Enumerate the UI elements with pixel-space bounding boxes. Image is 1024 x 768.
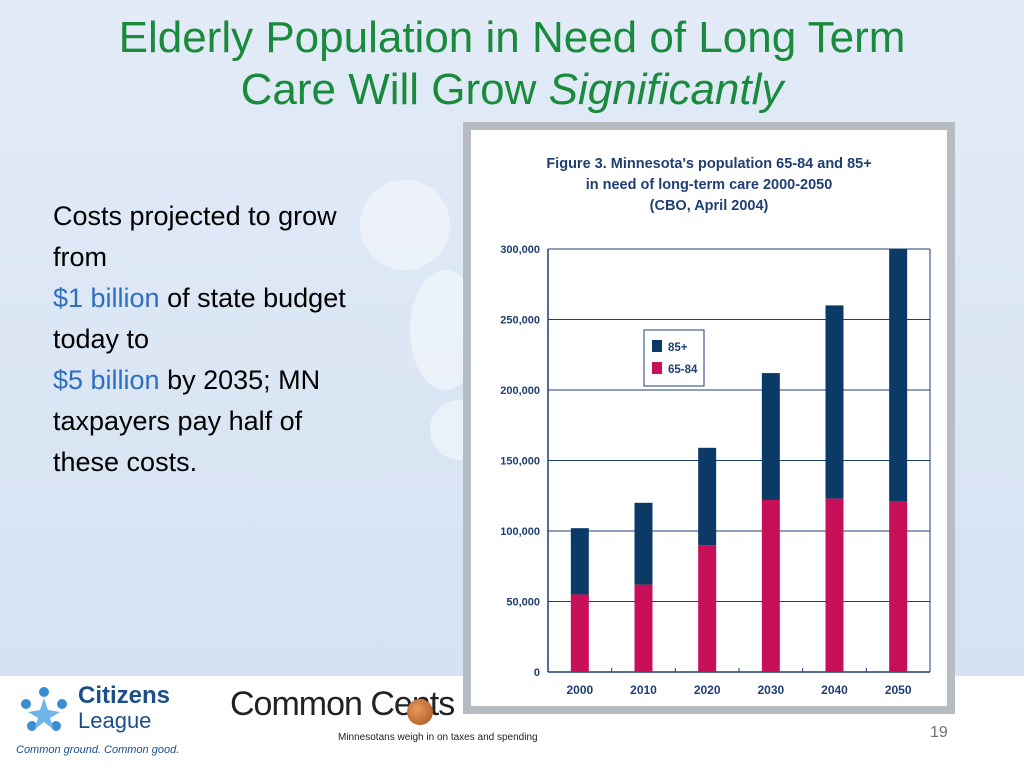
bar-85-plus-2050 <box>889 249 908 502</box>
body-text-part-3: by 2035; MN taxpayers pay half of these … <box>53 365 321 477</box>
x-tick-label: 2030 <box>757 683 784 697</box>
chart-panel: Figure 3. Minnesota's population 65-84 a… <box>471 130 947 706</box>
bar-65-84-2030 <box>761 499 780 672</box>
citizens-league-name: Citizens <box>78 682 171 709</box>
slide-title-line-1: Elderly Population in Need of Long Term <box>118 13 906 62</box>
slide-title: Elderly Population in Need of Long Term … <box>40 12 984 116</box>
legend-box <box>643 329 705 387</box>
slide-title-line-2: Care Will Grow Significantly <box>40 64 984 116</box>
bar-85-plus-2010 <box>634 502 653 585</box>
y-tick-label: 150,000 <box>500 456 540 468</box>
chart-title-line-1: Figure 3. Minnesota's population 65-84 a… <box>546 156 872 172</box>
common-cents-tagline: Minnesotans weigh in on taxes and spendi… <box>338 732 538 743</box>
y-tick-label: 200,000 <box>500 385 540 397</box>
penny-icon <box>407 699 433 725</box>
body-text-part-1: Costs projected to grow from <box>53 201 337 272</box>
stacked-bar-chart: 0 50,000 100,000 150,000 200,000 250,000 300,0… <box>500 244 931 697</box>
legend-swatch-85-plus <box>652 340 662 352</box>
slide-title-line-2-text: Care Will Grow <box>240 65 549 114</box>
bar-85-plus-2040 <box>825 305 844 499</box>
bar-65-84-2010 <box>634 584 653 672</box>
bar-65-84-2050 <box>889 501 908 672</box>
slide-number: 19 <box>930 724 948 741</box>
body-text-part-2: of state budget today to <box>53 283 346 354</box>
legend-label: 85+ <box>668 342 688 354</box>
body-text: Costs projected to grow from $1 billion … <box>53 196 373 483</box>
citizens-league-subname: League <box>78 708 152 733</box>
bar-85-plus-2020 <box>698 447 717 546</box>
y-tick-label: 250,000 <box>500 315 540 327</box>
y-tick-label: 100,000 <box>500 526 540 538</box>
bar-65-84-2020 <box>698 545 717 672</box>
x-tick-label: 2000 <box>566 683 593 697</box>
y-tick-label: 0 <box>534 667 540 679</box>
bar-85-plus-2030 <box>761 373 780 500</box>
bar-65-84-2000 <box>570 594 589 672</box>
body-highlight-1: $1 billion <box>53 283 160 313</box>
y-tick-label: 300,000 <box>500 244 540 256</box>
chart-title: Figure 3. Minnesota's population 65-84 a… <box>471 154 947 217</box>
slide-title-emphasis: Significantly <box>548 65 784 114</box>
x-tick-label: 2050 <box>885 683 912 697</box>
citizens-league-logo-icon <box>21 687 67 731</box>
citizens-league-tagline: Common ground. Common good. <box>16 744 180 756</box>
chart-figure: Figure 3. Minnesota's population 65-84 a… <box>463 122 955 714</box>
bar-65-84-2040 <box>825 498 844 672</box>
body-highlight-2: $5 billion <box>53 365 160 395</box>
x-tick-label: 2040 <box>821 683 848 697</box>
legend-label: 65-84 <box>668 364 698 376</box>
legend-swatch-65-84 <box>652 362 662 374</box>
chart-title-line-3: (CBO, April 2004) <box>649 198 769 214</box>
background-decoration <box>360 180 450 270</box>
chart-title-line-2: in need of long-term care 2000-2050 <box>585 177 833 193</box>
bar-85-plus-2000 <box>570 528 589 595</box>
x-tick-label: 2020 <box>694 683 721 697</box>
x-tick-label: 2010 <box>630 683 657 697</box>
y-tick-label: 50,000 <box>506 597 540 609</box>
